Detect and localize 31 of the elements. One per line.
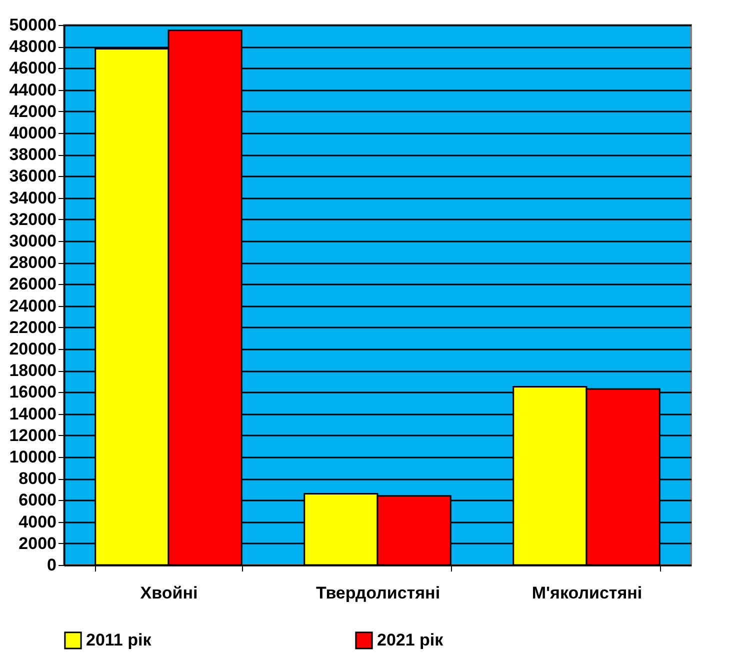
y-tick-label: 32000 xyxy=(9,210,56,229)
y-tick-label: 8000 xyxy=(18,469,56,488)
legend-label: 2021 рік xyxy=(377,630,444,650)
y-tick-label: 34000 xyxy=(9,188,56,208)
legend-label: 2011 рік xyxy=(86,630,152,650)
y-tick-label: 22000 xyxy=(9,318,56,337)
x-tick-label: Твердолистяні xyxy=(316,584,440,602)
y-tick-label: 40000 xyxy=(9,124,56,142)
x-tick-label: Хвойні xyxy=(140,584,198,602)
x-tick-label: М'яколистяні xyxy=(532,584,642,602)
y-tick-label: 42000 xyxy=(9,102,56,121)
y-tick-label: 4000 xyxy=(18,512,56,532)
y-tick-label: 50000 xyxy=(9,16,56,34)
y-tick-label: 44000 xyxy=(9,80,56,100)
y-tick-label: 36000 xyxy=(9,166,56,186)
y-tick-label: 28000 xyxy=(9,253,56,272)
y-tick-label: 46000 xyxy=(9,58,56,78)
y-tick-label: 2000 xyxy=(18,534,56,553)
y-tick-label: 18000 xyxy=(9,361,56,380)
y-tick-label: 20000 xyxy=(9,340,56,358)
y-tick-label: 38000 xyxy=(9,145,56,164)
y-tick-label: 14000 xyxy=(9,404,56,424)
y-tick-label: 6000 xyxy=(18,490,56,510)
y-tick-label: 10000 xyxy=(9,448,56,466)
y-tick-label: 30000 xyxy=(9,232,56,250)
y-tick-label: 48000 xyxy=(9,37,56,56)
y-tick-label: 0 xyxy=(47,556,56,574)
y-tick-label: 12000 xyxy=(9,426,56,445)
y-tick-label: 26000 xyxy=(9,274,56,294)
y-tick-label: 16000 xyxy=(9,382,56,402)
y-tick-label: 24000 xyxy=(9,296,56,316)
